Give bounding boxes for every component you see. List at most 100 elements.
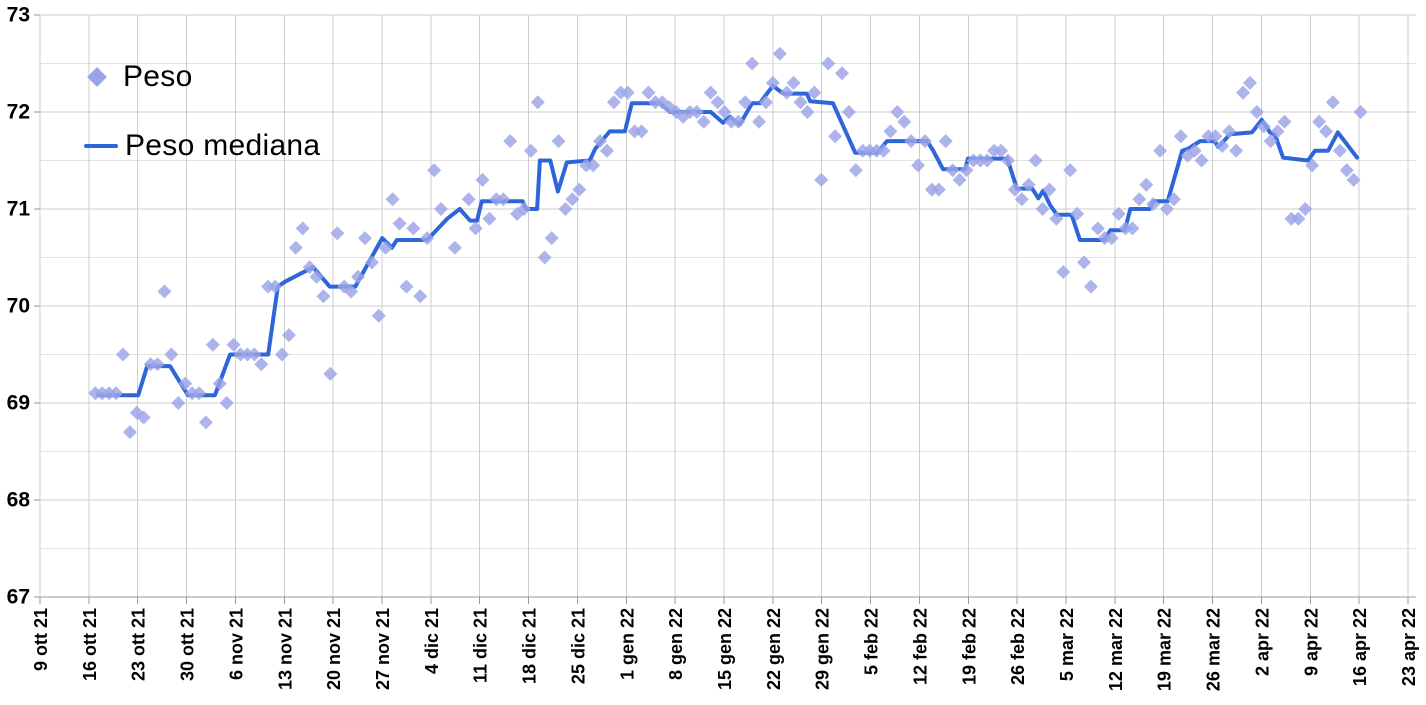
data-point-peso[interactable] [157, 284, 172, 299]
data-point-peso[interactable] [475, 172, 490, 187]
data-point-peso[interactable] [420, 231, 435, 246]
data-point-peso[interactable] [1077, 255, 1092, 270]
data-point-peso[interactable] [593, 134, 608, 149]
legend-item-peso-mediana[interactable]: Peso mediana [84, 126, 320, 166]
data-point-peso[interactable] [1229, 143, 1244, 158]
data-point-peso[interactable] [516, 202, 531, 216]
data-point-peso[interactable] [959, 163, 974, 178]
data-point-peso[interactable] [1070, 206, 1085, 221]
data-point-peso[interactable] [641, 85, 656, 100]
data-point-peso[interactable] [821, 56, 836, 71]
data-point-peso[interactable] [461, 192, 476, 207]
data-point-peso[interactable] [1146, 197, 1161, 212]
data-point-peso[interactable] [931, 182, 946, 197]
data-point-peso[interactable] [1111, 206, 1126, 221]
data-point-peso[interactable] [247, 347, 262, 362]
data-point-peso[interactable] [793, 95, 808, 110]
data-point-peso[interactable] [295, 221, 310, 236]
data-point-peso[interactable] [1353, 105, 1368, 119]
data-point-peso[interactable] [738, 95, 753, 110]
data-point-peso[interactable] [994, 143, 1009, 158]
data-point-peso[interactable] [689, 105, 704, 119]
data-point-peso[interactable] [115, 347, 130, 362]
data-point-peso[interactable] [1014, 192, 1029, 207]
data-point-peso[interactable] [164, 347, 179, 362]
data-point-peso[interactable] [219, 396, 234, 410]
data-point-peso[interactable] [1319, 124, 1334, 139]
data-point-peso[interactable] [828, 129, 843, 144]
data-point-peso[interactable] [696, 114, 711, 129]
data-point-peso[interactable] [586, 158, 601, 173]
data-point-peso[interactable] [1298, 202, 1313, 216]
data-point-peso[interactable] [136, 410, 151, 425]
data-point-peso[interactable] [572, 182, 587, 197]
data-point-peso[interactable] [1042, 182, 1057, 197]
data-point-peso[interactable] [268, 279, 283, 294]
data-point-peso[interactable] [779, 85, 794, 100]
data-point-peso[interactable] [205, 337, 220, 352]
data-point-peso[interactable] [1159, 202, 1174, 216]
data-point-peso[interactable] [178, 376, 193, 391]
data-point-peso[interactable] [1332, 143, 1347, 158]
data-point-peso[interactable] [434, 202, 449, 216]
data-point-peso[interactable] [703, 85, 718, 100]
data-point-peso[interactable] [1173, 129, 1188, 144]
data-point-peso[interactable] [371, 308, 386, 323]
data-point-peso[interactable] [1139, 177, 1154, 192]
data-point-peso[interactable] [841, 105, 856, 119]
data-point-peso[interactable] [1104, 231, 1119, 246]
data-point-peso[interactable] [1000, 153, 1015, 168]
data-point-peso[interactable] [1194, 153, 1209, 168]
data-point-peso[interactable] [109, 386, 124, 401]
data-point-peso[interactable] [807, 85, 822, 100]
data-point-peso[interactable] [1028, 153, 1043, 168]
data-point-peso[interactable] [364, 255, 379, 270]
data-point-peso[interactable] [212, 376, 227, 391]
data-point-peso[interactable] [1325, 95, 1340, 110]
data-point-peso[interactable] [917, 134, 932, 149]
data-point-peso[interactable] [1049, 211, 1064, 226]
data-point-peso[interactable] [1132, 192, 1147, 207]
data-point-peso[interactable] [1056, 265, 1071, 280]
data-point-peso[interactable] [1035, 202, 1050, 216]
data-point-peso[interactable] [1083, 279, 1098, 294]
data-point-peso[interactable] [752, 114, 767, 129]
data-point-peso[interactable] [1346, 172, 1361, 187]
data-point-peso[interactable] [1208, 129, 1223, 144]
data-point-peso[interactable] [530, 95, 545, 110]
data-point-peso[interactable] [537, 250, 552, 265]
data-point-peso[interactable] [1256, 119, 1271, 134]
data-point-peso[interactable] [351, 269, 366, 284]
data-point-peso[interactable] [565, 192, 580, 207]
data-point-peso[interactable] [890, 105, 905, 119]
data-point-peso[interactable] [835, 66, 850, 81]
data-point-peso[interactable] [814, 172, 829, 187]
legend-item-peso[interactable]: Peso [84, 57, 320, 97]
data-point-peso[interactable] [1249, 105, 1264, 119]
data-point-peso[interactable] [122, 425, 137, 440]
data-point-peso[interactable] [1021, 177, 1036, 192]
data-point-peso[interactable] [427, 163, 442, 178]
data-point-peso[interactable] [1153, 143, 1168, 158]
data-point-peso[interactable] [1007, 182, 1022, 197]
data-point-peso[interactable] [226, 337, 241, 352]
data-point-peso[interactable] [1305, 158, 1320, 173]
data-point-peso[interactable] [1277, 114, 1292, 129]
data-point-peso[interactable] [344, 284, 359, 299]
data-point-peso[interactable] [413, 289, 428, 304]
data-point-peso[interactable] [316, 289, 331, 304]
data-point-peso[interactable] [634, 124, 649, 139]
data-point-peso[interactable] [171, 396, 186, 410]
data-point-peso[interactable] [406, 221, 421, 236]
data-point-peso[interactable] [904, 134, 919, 149]
data-point-peso[interactable] [620, 85, 635, 100]
data-point-peso[interactable] [980, 153, 995, 168]
data-point-peso[interactable] [911, 158, 926, 173]
data-point-peso[interactable] [800, 105, 815, 119]
data-point-peso[interactable] [599, 143, 614, 158]
data-point-peso[interactable] [1125, 221, 1140, 236]
data-point-peso[interactable] [399, 279, 414, 294]
data-point-peso[interactable] [848, 163, 863, 178]
data-point-peso[interactable] [254, 357, 269, 372]
